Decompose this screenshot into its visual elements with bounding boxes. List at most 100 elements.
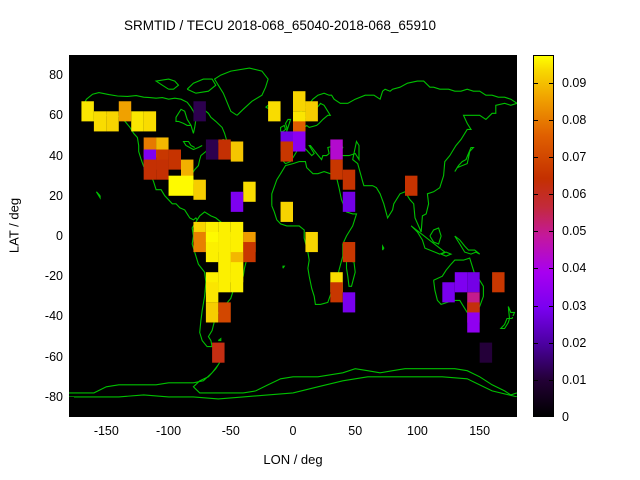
data-cell	[342, 169, 356, 190]
x-tick-label: -50	[221, 424, 240, 438]
data-cell	[93, 111, 107, 132]
data-cell	[118, 101, 132, 122]
data-cell	[243, 242, 256, 263]
x-axis-ticks: -150 -100 -50 0 50 100 150	[69, 424, 517, 444]
data-cell	[305, 101, 318, 122]
data-cell	[205, 139, 219, 160]
x-tick-label: 50	[348, 424, 363, 438]
data-cell	[442, 282, 455, 303]
y-tick-mark	[512, 115, 517, 117]
x-tick-mark	[355, 55, 357, 60]
coastline-path	[433, 257, 484, 313]
coastline-path	[154, 78, 180, 90]
coastline-path	[217, 337, 222, 342]
y-tick-label: 0	[56, 229, 63, 243]
x-tick-mark	[417, 55, 419, 60]
y-tick-mark	[69, 155, 74, 157]
coastline-path	[213, 67, 269, 116]
coastline-path	[284, 118, 292, 136]
y-tick-mark	[69, 75, 74, 77]
coastline-path	[280, 124, 287, 132]
data-cell	[131, 111, 144, 132]
x-tick-mark	[230, 412, 232, 417]
page-title: SRMTID / TECU 2018-068_65040-2018-068_65…	[124, 18, 436, 33]
data-cell	[218, 302, 231, 323]
colorbar-tick-mark	[549, 157, 554, 159]
y-tick-mark	[512, 155, 517, 157]
coastline-path	[440, 251, 453, 257]
data-cell	[280, 141, 293, 162]
data-cell	[156, 159, 169, 180]
colorbar-tick-label: 0.06	[562, 187, 587, 202]
y-tick-label: 80	[49, 68, 63, 83]
data-cell	[293, 91, 306, 112]
data-cells-layer	[81, 91, 505, 363]
data-cell	[168, 149, 181, 170]
y-tick-label: -60	[44, 349, 63, 364]
coastline-path	[338, 102, 517, 233]
colorbar-tick-label: 0.04	[562, 261, 587, 276]
data-cell	[342, 292, 356, 313]
colorbar-tick-label: 0.02	[562, 335, 587, 350]
data-cell	[454, 272, 468, 293]
colorbar-tick-mark	[533, 342, 538, 344]
data-cell	[405, 175, 418, 196]
data-cell	[305, 231, 318, 253]
colorbar-tickmarks	[533, 55, 554, 417]
coastline-path	[69, 376, 517, 400]
colorbar-tick-mark	[533, 231, 538, 233]
colorbar-tick-label: 0	[562, 410, 569, 424]
coastline-path	[186, 78, 217, 94]
colorbar-tick-mark	[549, 82, 554, 84]
colorbar-tick-label: 0.09	[562, 75, 587, 90]
x-tick-mark	[355, 412, 357, 417]
data-cell	[268, 101, 281, 122]
data-cell	[330, 159, 343, 180]
data-cell	[479, 342, 493, 363]
coastline-path	[345, 259, 356, 287]
colorbar-tick-label: 0.05	[562, 224, 587, 239]
data-cell	[342, 242, 356, 263]
coastline-path	[282, 265, 286, 269]
colorbar-tick-mark	[533, 305, 538, 307]
coastline-path	[499, 306, 516, 330]
data-cell	[342, 191, 356, 212]
data-cell	[143, 159, 157, 180]
data-cell	[193, 101, 206, 122]
coastline-path	[83, 92, 197, 134]
data-cell	[106, 111, 119, 132]
coastline-path	[95, 191, 101, 200]
data-cell	[230, 272, 244, 293]
colorbar-tick-mark	[533, 194, 538, 196]
y-tick-mark	[512, 75, 517, 77]
x-tick-mark	[293, 412, 294, 417]
x-tick-mark	[479, 412, 481, 417]
data-cell	[467, 272, 480, 293]
colorbar-tick-mark	[549, 268, 554, 270]
data-cell	[181, 175, 194, 196]
coastline-path	[69, 360, 517, 396]
x-tick-label: 100	[407, 424, 428, 438]
map-plot-area[interactable]	[69, 55, 517, 417]
colorbar-tick-mark	[533, 119, 538, 121]
colorbar-tick-label: 0.08	[562, 112, 587, 127]
x-tick-mark	[293, 55, 294, 60]
coastline-map	[69, 67, 517, 400]
colorbar-tick-label: 0.01	[562, 372, 587, 387]
y-tick-mark	[69, 115, 74, 117]
colorbar-tick-mark	[549, 305, 554, 307]
data-cell	[181, 159, 194, 180]
y-axis-ticks: 80 60 40 20 0 -20 -40 -60 -80	[0, 55, 63, 417]
colorbar-tick-mark	[533, 379, 538, 381]
y-tick-label: -80	[44, 389, 63, 404]
data-cell	[330, 139, 343, 160]
data-cell	[280, 201, 293, 222]
colorbar-tick-label: 0.07	[562, 150, 587, 165]
colorbar-tick-mark	[549, 342, 554, 344]
y-tick-mark	[69, 195, 74, 197]
data-cell	[81, 101, 94, 122]
data-cell	[467, 312, 480, 333]
y-tick-mark	[512, 316, 517, 318]
colorbar-tick-mark	[549, 194, 554, 196]
